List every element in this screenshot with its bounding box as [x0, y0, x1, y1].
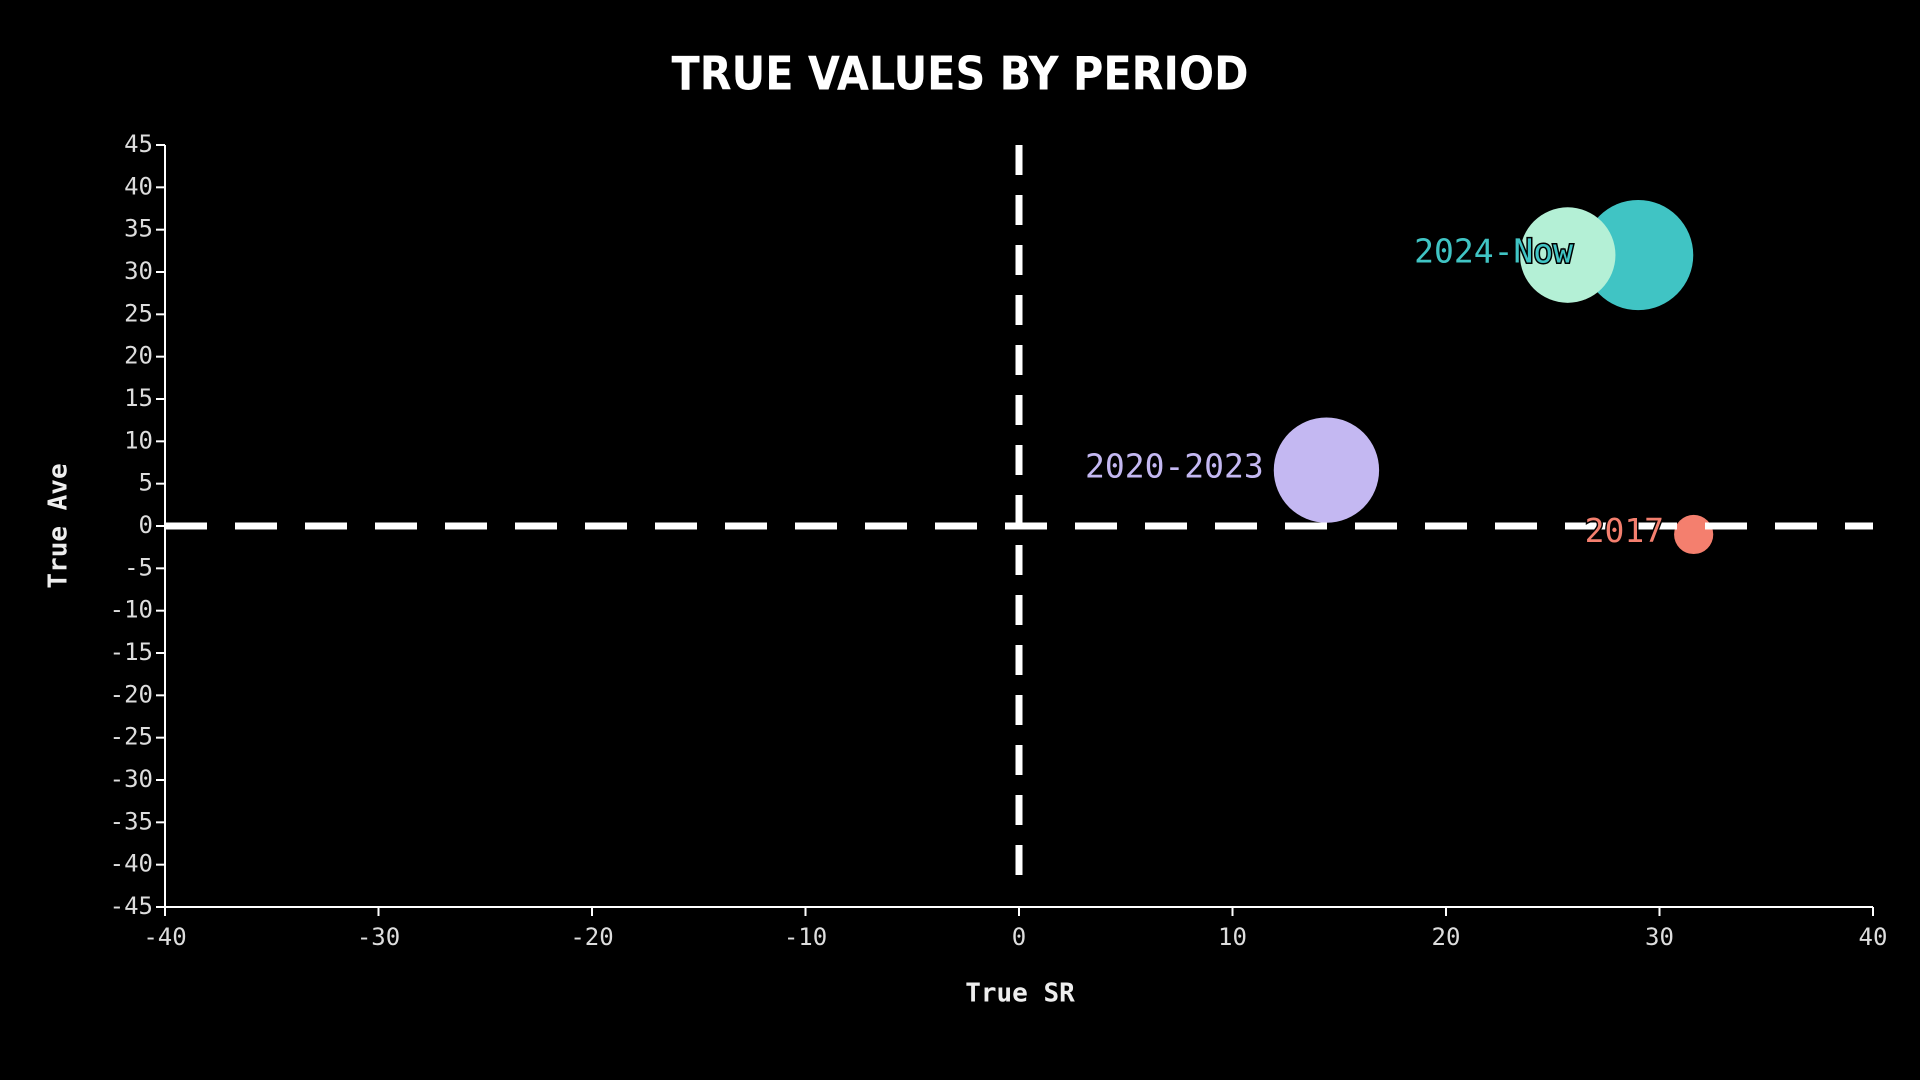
- y-tick-label: -5: [124, 553, 153, 581]
- y-tick-label: 45: [124, 130, 153, 158]
- y-tick-label: 15: [124, 384, 153, 412]
- x-tick-label: 20: [1432, 923, 1461, 951]
- y-tick-label: -35: [110, 807, 153, 835]
- x-axis-label: True SR: [965, 979, 1075, 1009]
- y-tick-label: 30: [124, 257, 153, 285]
- x-tick-label: -10: [784, 923, 827, 951]
- point-label: 2020-2023: [1085, 447, 1264, 486]
- x-tick-label: -30: [357, 923, 400, 951]
- y-tick-label: 5: [139, 469, 153, 497]
- y-tick-label: -10: [110, 596, 153, 624]
- y-tick-label: 40: [124, 172, 153, 200]
- y-tick-label: 10: [124, 426, 153, 454]
- x-tick-label: -40: [143, 923, 186, 951]
- y-tick-label: -45: [110, 892, 153, 920]
- bubble: [1273, 417, 1380, 523]
- y-tick-label: -40: [110, 850, 153, 878]
- y-tick-label: -20: [110, 680, 153, 708]
- point-label: 2024-Now: [1414, 232, 1573, 271]
- y-tick-label: 0: [139, 511, 153, 539]
- x-tick-label: 40: [1859, 923, 1888, 951]
- y-tick-label: -25: [110, 723, 153, 751]
- y-tick-label: 35: [124, 215, 153, 243]
- x-tick-label: -20: [570, 923, 613, 951]
- bubble: [1674, 514, 1714, 555]
- x-tick-label: 0: [1012, 923, 1026, 951]
- y-tick-label: -30: [110, 765, 153, 793]
- x-tick-label: 10: [1218, 923, 1247, 951]
- y-tick-label: -15: [110, 638, 153, 666]
- bubble: [1519, 207, 1616, 303]
- point-label: 2017: [1585, 511, 1664, 550]
- bubble: [1583, 199, 1694, 311]
- y-axis-label: True Ave: [44, 463, 74, 588]
- x-tick-label: 30: [1645, 923, 1674, 951]
- chart-title: TRUE VALUES BY PERIOD: [672, 47, 1249, 101]
- y-tick-label: 20: [124, 342, 153, 370]
- y-tick-label: 25: [124, 299, 153, 327]
